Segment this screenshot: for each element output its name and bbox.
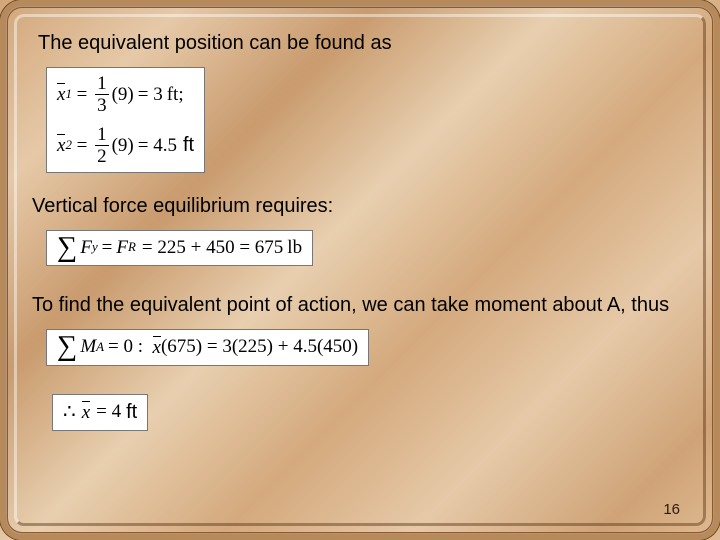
equation-x1: x 1 = 1 3 (9) = 3 ft; <box>57 74 194 115</box>
intro-text: The equivalent position can be found as <box>38 32 688 55</box>
sumfy-eq1: = <box>102 237 113 259</box>
sumfy-sub-y: y <box>92 240 98 255</box>
slide-content: The equivalent position can be found as … <box>24 24 696 516</box>
vertical-text: Vertical force equilibrium requires: <box>32 195 688 218</box>
summa-rhs: (675) = 3(225) + 4.5(450) <box>161 336 358 358</box>
x1-num: 1 <box>95 74 109 94</box>
x2-fraction: 1 2 <box>95 125 109 166</box>
equation-x2: x 2 = 1 2 (9) = 4.5 ft <box>57 125 194 166</box>
equation-box-positions: x 1 = 1 3 (9) = 3 ft; x 2 = 1 2 (9) = 4.5 <box>46 67 205 173</box>
equation-box-result: ∴ x = 4 ft <box>52 394 148 431</box>
sumfy-sub-R: R <box>128 240 136 255</box>
summa-sub-A: A <box>96 340 104 355</box>
x1-result: = 3 <box>138 84 163 106</box>
result-rhs: = 4 <box>96 401 121 423</box>
x1-den: 3 <box>95 94 109 115</box>
x2-den: 2 <box>95 145 109 166</box>
x1-paren: (9) <box>112 84 134 106</box>
sumfy-FR: F <box>116 237 128 259</box>
summa-xbar: x <box>153 336 161 359</box>
sumfy-unit: lb <box>287 237 302 259</box>
equation-sumfy: ∑ Fy = FR = 225 + 450 = 675 lb <box>57 237 302 259</box>
result-unit: ft <box>126 401 137 424</box>
equation-box-sumfy: ∑ Fy = FR = 225 + 450 = 675 lb <box>46 230 313 266</box>
summa-M: M <box>80 336 96 358</box>
therefore-icon: ∴ <box>63 401 76 424</box>
x1-unit: ft; <box>167 84 184 106</box>
x2-unit: ft <box>183 134 194 157</box>
x2-result: = 4.5 <box>138 135 177 157</box>
x1-fraction: 1 3 <box>95 74 109 115</box>
equation-summa: ∑ MA = 0 : x (675) = 3(225) + 4.5(450) <box>57 336 358 359</box>
result-xbar: x <box>82 401 90 424</box>
x1-eqsign: = <box>72 84 92 106</box>
x2-symbol: x <box>57 134 65 157</box>
slide: The equivalent position can be found as … <box>0 0 720 540</box>
sumfy-rhs: = 225 + 450 = 675 <box>142 237 283 259</box>
equation-result: ∴ x = 4 ft <box>63 401 137 424</box>
x2-eqsign: = <box>72 135 92 157</box>
summa-eq0: = 0 : <box>108 336 153 358</box>
x2-num: 1 <box>95 125 109 145</box>
sumfy-F: F <box>80 237 92 259</box>
equation-box-summa: ∑ MA = 0 : x (675) = 3(225) + 4.5(450) <box>46 329 369 366</box>
page-number: 16 <box>663 501 680 518</box>
moment-text: To find the equivalent point of action, … <box>32 294 688 317</box>
x1-symbol: x <box>57 83 65 106</box>
x2-paren: (9) <box>112 135 134 157</box>
